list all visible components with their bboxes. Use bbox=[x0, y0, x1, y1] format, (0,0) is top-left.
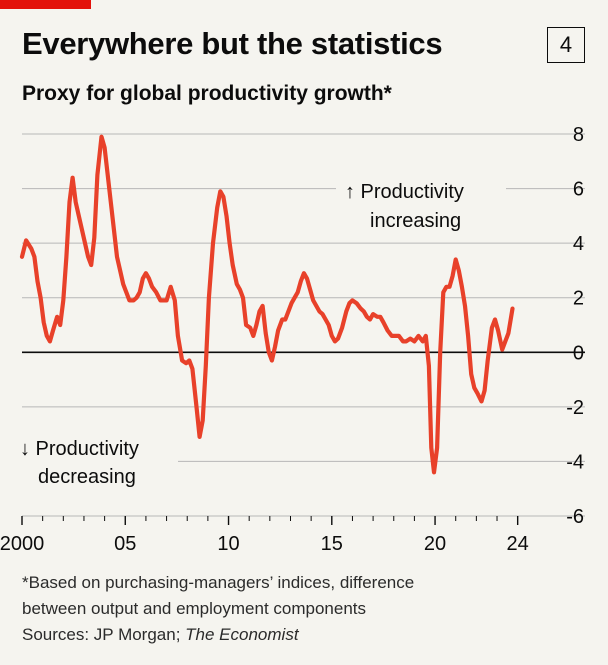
y-tick-label: 6 bbox=[573, 179, 584, 201]
x-tick-label: 24 bbox=[507, 533, 529, 555]
x-tick-label: 10 bbox=[217, 533, 239, 555]
chart-subtitle: Proxy for global productivity growth* bbox=[22, 82, 392, 105]
x-tick-label: 05 bbox=[114, 533, 136, 555]
y-tick-label: -4 bbox=[566, 451, 584, 473]
productivity-series-line bbox=[19, 134, 515, 475]
x-tick-label: 2000 bbox=[0, 533, 44, 555]
footnote-line-2: between output and employment components bbox=[22, 599, 367, 618]
annotation-increasing-line1: ↑ Productivity bbox=[345, 181, 464, 203]
y-tick-label: 0 bbox=[573, 342, 584, 364]
x-tick-label: 15 bbox=[321, 533, 343, 555]
annotation-decreasing-line1: ↓ Productivity bbox=[20, 438, 139, 460]
annotation-bg-decreasing bbox=[10, 428, 178, 494]
sources-line: Sources: JP Morgan; The Economist bbox=[22, 622, 592, 648]
y-tick-label: -2 bbox=[566, 397, 584, 419]
sources-italic: The Economist bbox=[185, 625, 299, 644]
chart-title: Everywhere but the statistics bbox=[22, 26, 443, 61]
y-tick-label: 2 bbox=[573, 288, 584, 310]
brand-red-tag bbox=[0, 0, 91, 9]
sources-prefix: Sources: JP Morgan; bbox=[22, 625, 186, 644]
footnote-line-1: *Based on purchasing-managers’ indices, … bbox=[22, 573, 415, 592]
annotation-decreasing-line2: decreasing bbox=[38, 466, 136, 488]
chart-number-badge: 4 bbox=[547, 27, 585, 63]
chart-notes: *Based on purchasing-managers’ indices, … bbox=[22, 570, 592, 648]
annotation-increasing-line2: increasing bbox=[370, 210, 461, 232]
y-tick-label: 8 bbox=[573, 124, 584, 146]
y-tick-label: 4 bbox=[573, 233, 584, 255]
annotation-bg-increasing bbox=[336, 172, 506, 236]
x-tick-label: 20 bbox=[424, 533, 446, 555]
y-tick-label: -6 bbox=[566, 506, 584, 528]
